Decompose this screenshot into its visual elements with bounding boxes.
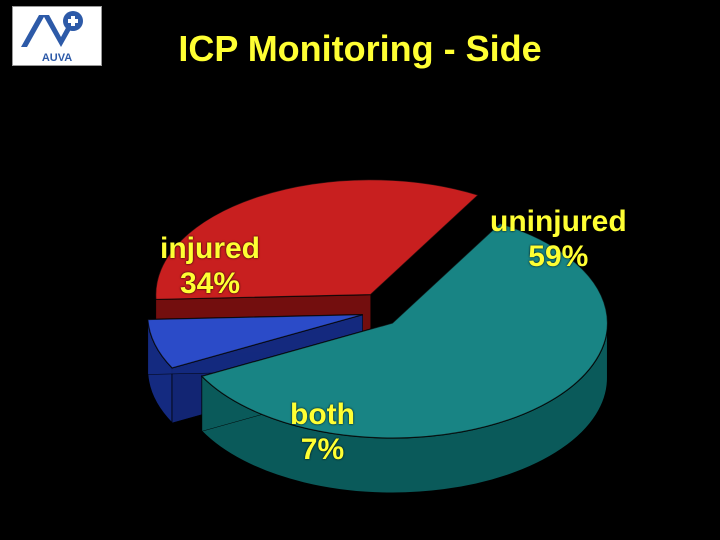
label-both-line2: 7% [301, 433, 344, 466]
label-injured: injured 34% [160, 232, 260, 301]
label-both: both 7% [290, 398, 355, 467]
label-uninjured: uninjured 59% [490, 205, 627, 274]
label-uninjured-line2: 59% [528, 240, 588, 273]
slide-stage: AUVA ICP Monitoring - Side injured 34% u… [0, 0, 720, 540]
label-injured-line1: injured [160, 232, 260, 265]
label-uninjured-line1: uninjured [490, 205, 627, 238]
label-injured-line2: 34% [180, 267, 240, 300]
label-both-line1: both [290, 398, 355, 431]
